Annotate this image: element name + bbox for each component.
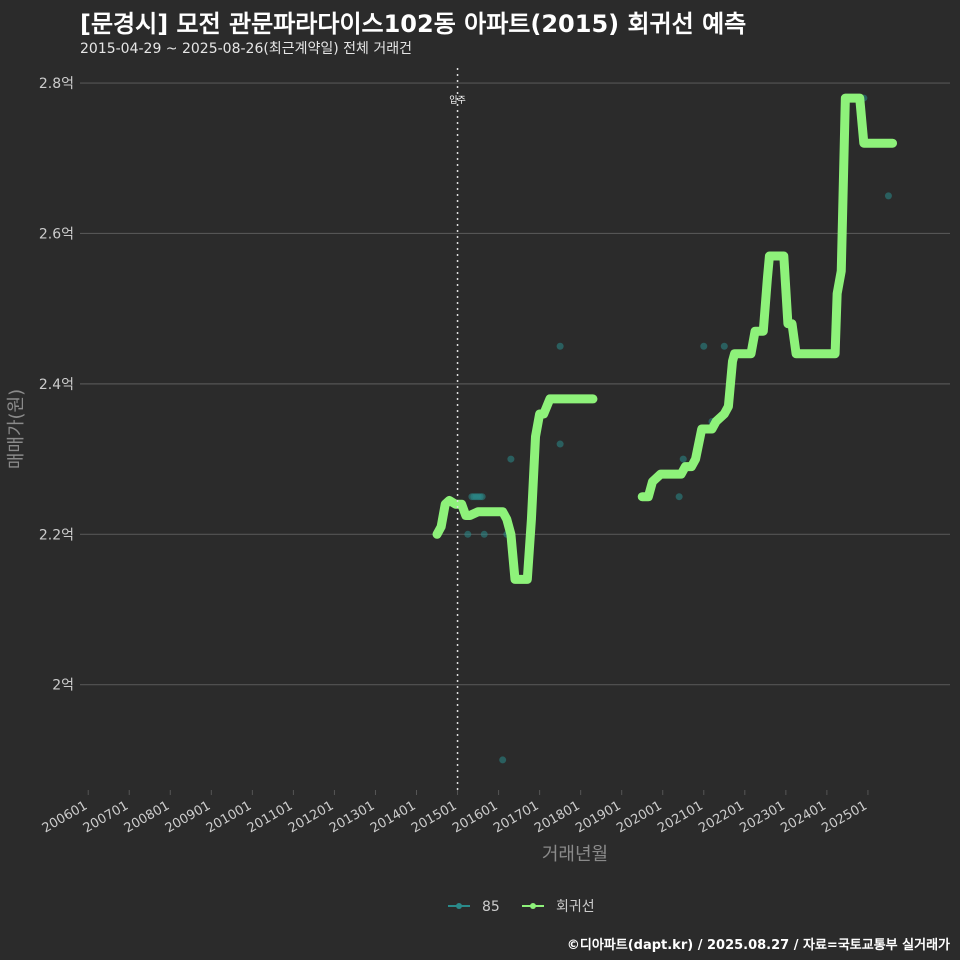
legend: 85 회귀선 [448,899,595,915]
data-point-85 [720,342,728,350]
x-tick-label: 200701 [81,798,131,836]
x-tick-label: 201401 [368,798,418,836]
chart-subtitle: 2015-04-29 ~ 2025-08-26(최근계약일) 전체 거래건 [80,41,412,57]
y-tick-label: 2.8억 [39,76,74,92]
data-point-85 [884,192,892,200]
data-point-85 [700,342,708,350]
x-tick-label: 201001 [204,798,254,836]
data-point-85 [679,455,687,463]
x-tick-label: 202301 [737,798,787,836]
data-point-85 [556,342,564,350]
chart-title: [문경시] 모전 관문파라다이스102동 아파트(2015) 회귀선 예측 [80,10,747,38]
y-tick-label: 2.4억 [39,377,74,393]
x-tick-label: 201801 [532,798,582,836]
annotation-layer: 입주 [449,68,466,790]
x-axis-title: 거래년월 [542,844,608,865]
y-axis-title: 매매가(원) [6,389,27,469]
regression-line-segment [432,394,598,584]
data-point-85 [556,440,564,448]
line-layer [432,93,898,584]
data-point-85 [480,530,488,538]
y-tick-label: 2억 [52,678,74,694]
move-in-label: 입주 [449,94,466,106]
data-point-85 [499,756,507,764]
x-tick-label: 200801 [122,798,172,836]
x-tick-label: 200601 [40,798,90,836]
regression-line-segment [637,93,898,502]
legend-label: 85 [482,899,500,915]
x-tick-label: 201901 [573,798,623,836]
legend-label: 회귀선 [556,899,595,915]
data-point-85 [507,455,515,463]
y-tick-label: 2.6억 [39,226,74,242]
x-tick-label: 201201 [286,798,336,836]
x-tick-label: 201301 [327,798,377,836]
x-tick-label: 201501 [409,798,459,836]
x-tick-label: 201101 [245,798,295,836]
x-tick-label: 201701 [491,798,541,836]
legend-key-dot [456,903,462,909]
data-point-85 [675,493,683,501]
data-point-85 [478,493,486,501]
x-tick-label: 202201 [696,798,746,836]
x-tick-label: 202401 [778,798,828,836]
x-tick-label: 202501 [819,798,869,836]
grid-layer [80,82,950,686]
x-tick-label: 202101 [655,798,705,836]
legend-key-dot [530,903,536,909]
axis-layer: 2억 2.2억 2.4억 2.6억 2.8억 2006012007012008012009… [6,76,870,865]
x-tick-label: 202001 [614,798,664,836]
x-tick-label: 200901 [163,798,213,836]
source-caption: ©디아파트(dapt.kr) / 2025.08.27 / 자료=국토교통부 실… [566,938,950,953]
y-tick-label: 2.2억 [39,527,74,543]
x-tick-label: 201601 [450,798,500,836]
scatter-layer [464,94,892,764]
data-point-85 [464,530,472,538]
